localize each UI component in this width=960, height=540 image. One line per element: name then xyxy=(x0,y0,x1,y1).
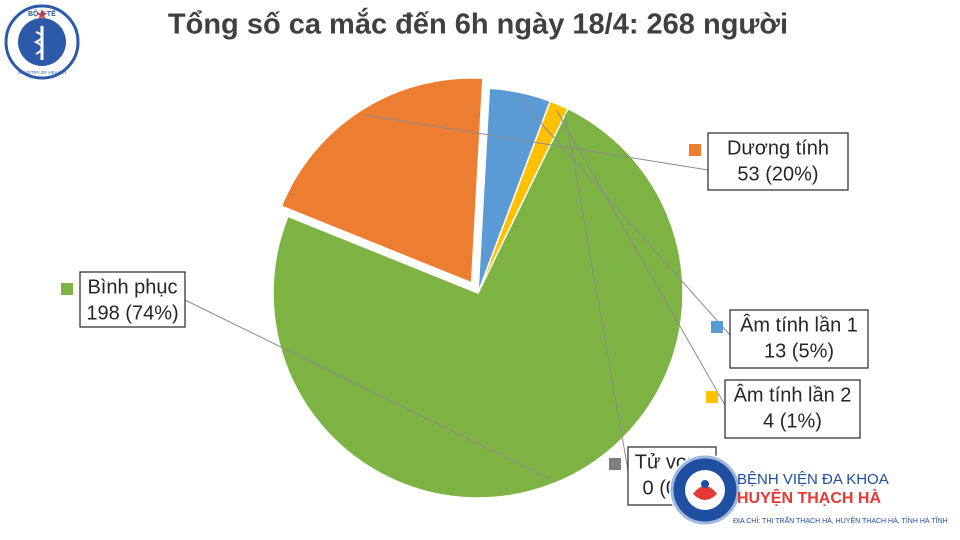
hospital-address: ĐỊA CHỈ: THỊ TRẤN THẠCH HÀ, HUYỆN THẠCH … xyxy=(733,515,948,525)
category-label: Dương tính xyxy=(727,137,829,159)
ministry-logo: BỘ Y TẾ MINISTRY OF HEALTH xyxy=(4,4,80,80)
chart-title: Tổng số ca mắc đến 6h ngày 18/4: 268 ngư… xyxy=(168,7,788,41)
leader-line xyxy=(184,299,550,480)
label-box xyxy=(79,271,186,328)
logo-text: BỘ Y TẾ xyxy=(28,8,56,18)
label-box xyxy=(724,379,861,439)
hospital-name: HUYỆN THẠCH HÀ xyxy=(737,488,881,507)
logo-snake xyxy=(33,31,43,55)
value-label: 53 (20%) xyxy=(737,163,818,185)
pie-slice xyxy=(280,77,484,284)
hospital-name: BỆNH VIỆN ĐA KHOA xyxy=(737,471,889,488)
category-label: Bình phục xyxy=(87,276,177,298)
pie-slice xyxy=(477,100,569,294)
category-label: Âm tính lần 2 xyxy=(734,383,852,406)
logo-head xyxy=(701,480,709,488)
legend-swatch xyxy=(61,283,73,295)
leader-line xyxy=(556,110,726,406)
legend-swatch xyxy=(689,144,701,156)
value-label: 4 (1%) xyxy=(763,410,822,432)
legend-swatch xyxy=(711,321,723,333)
pie xyxy=(272,77,684,499)
label-box xyxy=(729,309,869,369)
logo-text: MINISTRY OF HEALTH xyxy=(18,70,66,75)
legend-swatch xyxy=(609,458,621,470)
leader-line xyxy=(564,114,629,471)
leader-line xyxy=(364,114,709,171)
logo-star xyxy=(36,9,48,20)
leader-line xyxy=(518,98,731,336)
hospital-logo: BỆNH VIỆN ĐA KHOA HUYỆN THẠCH HÀ ĐỊA CHỈ… xyxy=(669,454,948,526)
pie-slice xyxy=(272,107,684,499)
legend-swatch xyxy=(706,391,718,403)
label-box xyxy=(707,132,849,191)
value-label: 198 (74%) xyxy=(86,302,178,324)
logo-hands xyxy=(693,486,717,500)
category-label: Âm tính lần 1 xyxy=(740,313,858,336)
value-label: 13 (5%) xyxy=(764,340,834,362)
